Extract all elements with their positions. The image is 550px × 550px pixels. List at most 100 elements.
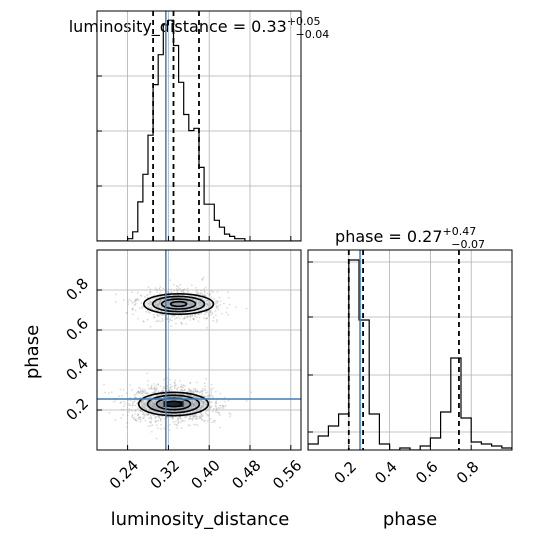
joint-sample-point bbox=[144, 402, 147, 404]
joint-sample-point bbox=[195, 305, 198, 308]
joint-sample-point bbox=[191, 404, 193, 406]
joint-sample-point bbox=[168, 389, 171, 392]
joint-sample-point bbox=[193, 423, 196, 426]
joint-sample-point bbox=[170, 388, 173, 391]
joint-sample-point bbox=[132, 402, 134, 405]
joint-sample-point bbox=[183, 404, 186, 406]
joint-sample-point bbox=[216, 411, 219, 413]
joint-sample-point bbox=[218, 414, 221, 416]
joint-sample-point bbox=[134, 299, 137, 302]
joint-sample-point bbox=[202, 415, 204, 417]
joint-sample-point bbox=[160, 393, 163, 396]
joint-sample-point bbox=[213, 421, 216, 424]
joint-sample-point bbox=[141, 392, 144, 395]
joint-sample-point bbox=[200, 407, 202, 409]
joint-sample-point bbox=[200, 390, 202, 393]
joint-sample-point bbox=[143, 406, 145, 409]
joint-sample-point bbox=[161, 317, 164, 320]
joint-sample-point bbox=[161, 405, 164, 407]
joint-sample-point bbox=[177, 418, 180, 420]
joint-sample-point bbox=[192, 307, 195, 309]
joint-sample-point bbox=[135, 393, 137, 396]
joint-sample-point bbox=[153, 386, 156, 389]
joint-sample-point bbox=[196, 289, 199, 292]
joint-sample-point bbox=[126, 426, 128, 429]
joint-sample-point bbox=[153, 388, 156, 391]
joint-sample-point bbox=[160, 405, 163, 408]
joint-sample-point bbox=[142, 400, 145, 403]
joint-sample-point bbox=[169, 319, 172, 321]
joint-sample-point bbox=[140, 410, 143, 413]
joint-sample-point bbox=[194, 313, 196, 316]
joint-sample-point bbox=[193, 404, 195, 407]
joint-sample-point bbox=[193, 410, 196, 413]
joint-sample-point bbox=[201, 393, 204, 396]
joint-sample-point bbox=[131, 313, 134, 316]
joint-sample-point bbox=[184, 388, 186, 391]
joint-sample-point bbox=[173, 381, 176, 384]
joint-sample-point bbox=[162, 379, 165, 381]
joint-sample-point bbox=[154, 301, 157, 304]
joint-sample-point bbox=[216, 301, 219, 303]
joint-sample-point bbox=[227, 296, 230, 299]
joint-sample-point bbox=[138, 391, 141, 394]
joint-sample-point bbox=[155, 407, 158, 409]
joint-sample-point bbox=[191, 401, 194, 403]
joint-sample-point bbox=[139, 294, 142, 297]
joint-sample-point bbox=[169, 416, 172, 419]
joint-sample-point bbox=[189, 314, 192, 317]
joint-sample-point bbox=[113, 400, 115, 403]
joint-sample-point bbox=[171, 319, 173, 322]
joint-sample-point bbox=[183, 316, 186, 318]
joint-sample-point bbox=[125, 392, 128, 394]
joint-sample-point bbox=[180, 290, 183, 293]
joint-sample-point bbox=[195, 417, 198, 420]
joint-sample-point bbox=[156, 314, 159, 317]
joint-sample-point bbox=[179, 393, 182, 395]
joint-sample-point bbox=[155, 424, 158, 426]
joint-sample-point bbox=[103, 383, 105, 386]
joint-sample-point bbox=[136, 298, 139, 301]
joint-x-tick-label: 0.32 bbox=[147, 456, 183, 492]
joint-sample-point bbox=[199, 292, 202, 294]
joint-sample-point bbox=[195, 401, 198, 404]
joint-sample-point bbox=[182, 289, 185, 291]
joint-sample-point bbox=[137, 390, 140, 393]
joint-sample-point bbox=[145, 310, 148, 313]
joint-sample-point bbox=[157, 427, 159, 430]
joint-sample-point bbox=[126, 421, 128, 424]
joint-sample-point bbox=[200, 304, 202, 307]
joint-sample-point bbox=[192, 415, 195, 418]
joint-sample-point bbox=[149, 387, 152, 390]
joint-sample-point bbox=[191, 303, 194, 306]
joint-sample-point bbox=[205, 401, 207, 404]
joint-sample-point bbox=[155, 384, 158, 387]
joint-sample-point bbox=[141, 406, 144, 408]
joint-sample-point bbox=[199, 399, 201, 402]
joint-y-tick-label: 0.6 bbox=[62, 314, 92, 344]
joint-sample-point bbox=[203, 290, 206, 293]
joint-sample-point bbox=[170, 385, 173, 388]
joint-sample-point bbox=[200, 399, 203, 402]
joint-sample-point bbox=[206, 414, 209, 416]
joint-sample-point bbox=[209, 304, 212, 307]
joint-sample-point bbox=[208, 294, 211, 297]
joint-sample-point bbox=[138, 386, 141, 389]
joint-sample-point bbox=[185, 402, 188, 404]
joint-sample-point bbox=[176, 427, 178, 429]
joint-sample-point bbox=[209, 293, 212, 295]
joint-sample-point bbox=[200, 400, 203, 403]
joint-sample-point bbox=[168, 321, 171, 323]
joint-sample-point bbox=[141, 388, 144, 391]
joint-sample-point bbox=[126, 312, 128, 314]
joint-sample-point bbox=[206, 303, 208, 306]
joint-sample-point bbox=[225, 311, 228, 314]
joint-sample-point bbox=[118, 395, 120, 398]
joint-sample-point bbox=[153, 391, 156, 394]
joint-sample-point bbox=[114, 301, 117, 303]
joint-sample-point bbox=[228, 303, 231, 306]
joint-sample-point bbox=[160, 418, 162, 421]
joint-sample-point bbox=[133, 304, 136, 306]
joint-sample-point bbox=[170, 288, 173, 291]
joint-sample-point bbox=[133, 416, 136, 419]
